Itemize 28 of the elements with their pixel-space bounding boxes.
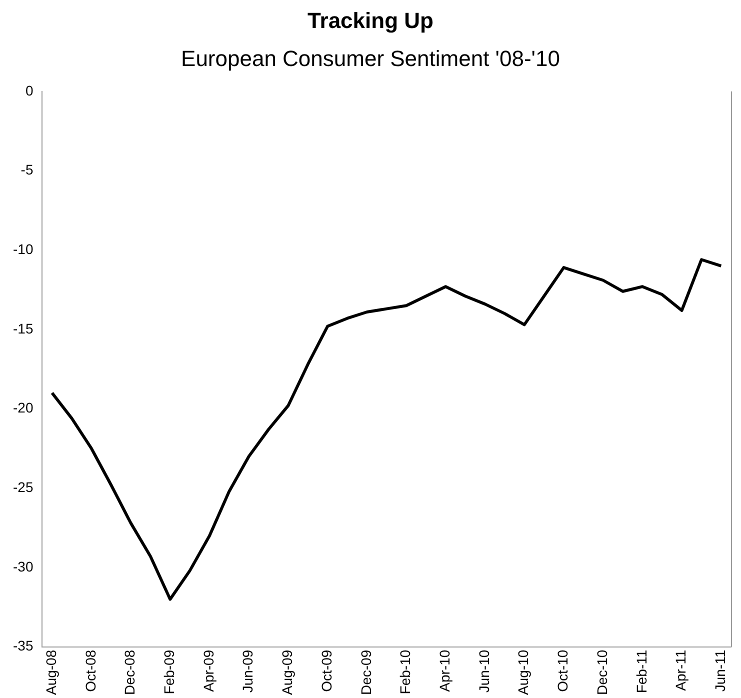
y-tick-label: -10 [13,240,34,257]
x-tick-label: Aug-10 [515,650,532,696]
x-tick-label: Feb-11 [633,650,650,694]
x-tick-label: Apr-09 [200,650,216,692]
chart-subtitle: European Consumer Sentiment '08-'10 [180,46,561,72]
x-tick-label: Apr-11 [672,650,689,691]
x-tick-label: Feb-09 [161,650,178,694]
x-tick-label: Jun-09 [240,650,256,693]
x-tick-label: Dec-08 [122,650,138,695]
x-tick-label: Dec-10 [594,650,610,695]
y-tick-label: -15 [13,320,34,336]
x-tick-label: Oct-08 [82,650,98,692]
y-tick-label: -30 [13,558,34,574]
y-tick-label: 0 [25,82,34,98]
x-tick-label: Feb-10 [397,650,414,694]
y-tick-label: -35 [13,638,34,654]
x-tick-label: Oct-09 [318,650,334,692]
x-tick-label: Aug-09 [279,650,296,696]
x-tick-label: Jun-10 [476,650,492,693]
x-tick-label: Oct-10 [554,650,571,692]
x-tick-label: Apr-10 [436,650,453,692]
y-tick-label: -5 [20,162,34,178]
x-tick-label: Dec-09 [358,650,374,695]
y-tick-label: -25 [13,479,34,496]
y-tick-label: -20 [13,400,34,416]
chart-title: Tracking Up [306,8,434,34]
x-tick-label: Aug-08 [42,650,59,696]
x-tick-label: Jun-11 [712,650,728,692]
